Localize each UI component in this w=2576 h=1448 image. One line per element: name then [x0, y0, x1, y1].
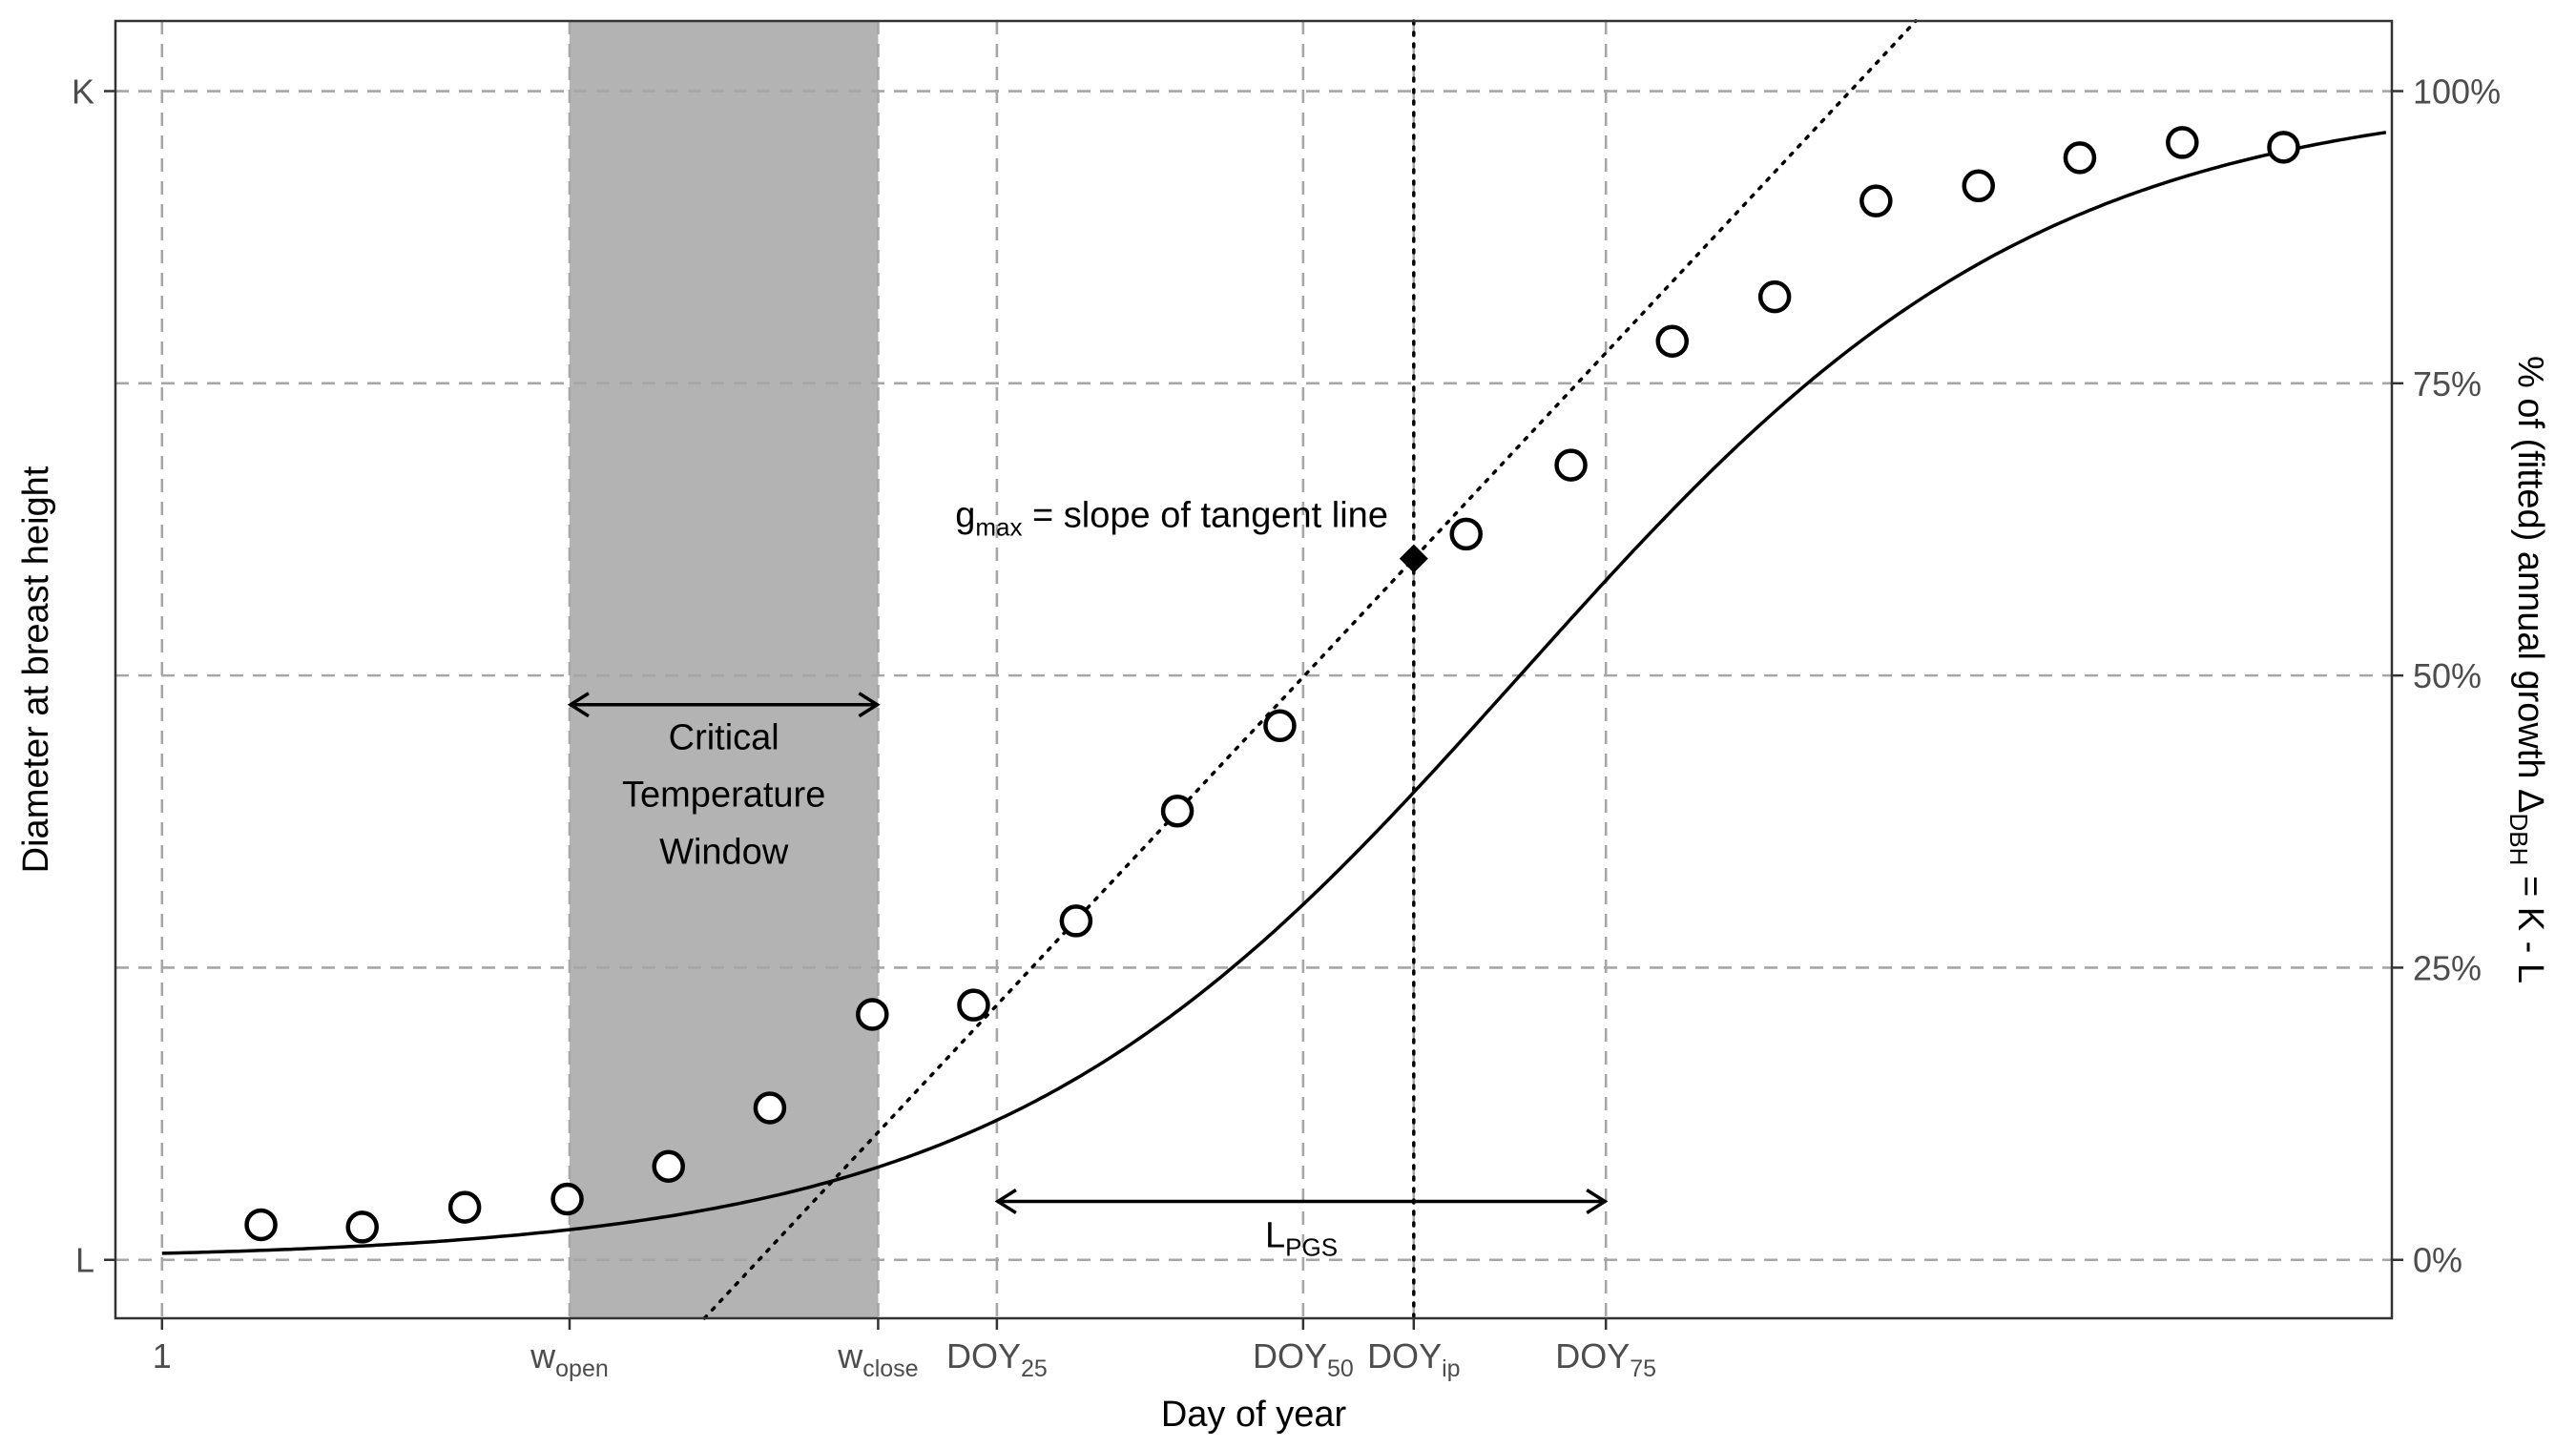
- gmax-annotation: gmax = slope of tangent line: [955, 496, 1388, 542]
- critical-window-label-line: Temperature: [622, 775, 825, 815]
- data-point: [957, 988, 990, 1022]
- x-tick-label-sub: 75: [1630, 1355, 1656, 1382]
- y-right-tick-label: 75%: [2413, 364, 2482, 403]
- critical-window-label-line: Critical: [669, 717, 779, 757]
- data-point: [447, 1190, 482, 1224]
- data-point: [1962, 169, 1995, 203]
- x-tick-label-main: w: [530, 1336, 556, 1376]
- y-axis-title-left: Diameter at breast height: [16, 465, 56, 873]
- axes-layer: 1 wopen wclose DOY25 DOY50 DOYip DOY75LK0%25%5…: [16, 19, 2550, 1435]
- y-right-tick-label: 100%: [2413, 72, 2501, 112]
- x-tick-label-main: DOY: [1253, 1336, 1327, 1376]
- x-tick-label: wopen: [530, 1336, 609, 1382]
- data-point: [1554, 448, 1588, 482]
- y-right-tick-label: 50%: [2413, 656, 2482, 695]
- y-axis-title-right-main: % of (fitted) annual growth Δ: [2510, 356, 2550, 814]
- y-axis-title-right: % of (fitted) annual growth ΔDBH = K - L: [2504, 356, 2550, 983]
- data-point: [1757, 279, 1792, 314]
- critical-window-arrow-head-right: [858, 692, 881, 718]
- data-point: [2267, 131, 2300, 164]
- lines-layer: [161, 19, 2387, 1320]
- lpgs-arrow: [994, 1189, 1609, 1214]
- fitted-curve: [161, 131, 2387, 1255]
- gmax-annotation-text: = slope of tangent line: [1023, 496, 1388, 536]
- data-point: [856, 998, 889, 1031]
- data-point: [244, 1208, 278, 1242]
- data-point: [1859, 184, 1893, 217]
- critical-window-arrow-head-left: [567, 692, 590, 718]
- x-tick-label: DOY75: [1555, 1336, 1656, 1382]
- lpgs-label: LPGS: [1265, 1215, 1338, 1261]
- gmax-annotation-g: g: [955, 496, 975, 536]
- lpgs-arrow-head-right: [1586, 1189, 1609, 1214]
- critical-window-label-line: Window: [659, 832, 789, 872]
- x-tick-label-sub: 25: [1021, 1355, 1048, 1382]
- x-tick-label: DOYip: [1367, 1336, 1460, 1382]
- lpgs-label-main: L: [1265, 1215, 1285, 1255]
- data-point: [345, 1210, 379, 1244]
- y-left-tick-label: K: [72, 72, 94, 112]
- data-point: [2166, 126, 2199, 159]
- critical-window-arrow: [567, 692, 881, 718]
- data-point: [551, 1182, 584, 1216]
- y-left-tick-label: L: [75, 1241, 94, 1280]
- data-point: [2063, 141, 2097, 175]
- x-tick-label-main: 1: [153, 1336, 172, 1376]
- x-tick-label-main: DOY: [946, 1336, 1021, 1376]
- plot-panel-border: [114, 19, 2394, 1320]
- tangent-line: [702, 19, 1918, 1320]
- y-right-tick-label: 0%: [2413, 1241, 2462, 1280]
- data-point: [1160, 795, 1195, 828]
- x-tick-label-main: DOY: [1367, 1336, 1442, 1376]
- x-tick-label-main: DOY: [1555, 1336, 1630, 1376]
- critical-window-band: [569, 21, 879, 1318]
- x-tick-label-main: w: [837, 1336, 863, 1376]
- x-tick-label: DOY50: [1253, 1336, 1354, 1382]
- annotation-layer: Critical Temperature Window LPGS gmax = slop…: [567, 496, 1609, 1261]
- lpgs-label-sub: PGS: [1285, 1232, 1338, 1261]
- y-right-tick-label: 25%: [2413, 948, 2482, 987]
- gmax-annotation-sub: max: [975, 513, 1022, 542]
- y-axis-title-right-sub: DBH: [2504, 814, 2533, 866]
- data-point: [753, 1091, 787, 1125]
- x-tick-label: DOY25: [946, 1336, 1048, 1382]
- data-point: [1655, 324, 1690, 358]
- x-tick-label-sub: 50: [1327, 1355, 1354, 1382]
- x-tick-label: 1: [153, 1336, 172, 1376]
- x-tick-label: wclose: [837, 1336, 918, 1382]
- x-tick-label-sub: close: [862, 1355, 918, 1382]
- lpgs-arrow-head-left: [994, 1189, 1017, 1214]
- inflection-point-marker: [1399, 544, 1428, 573]
- points-layer: [244, 126, 2300, 1244]
- x-tick-label-sub: open: [555, 1355, 609, 1382]
- data-point: [1449, 517, 1483, 551]
- x-tick-label-sub: ip: [1442, 1355, 1460, 1382]
- x-axis-title: Day of year: [1161, 1395, 1347, 1435]
- data-point: [652, 1149, 685, 1183]
- data-point: [1263, 709, 1297, 743]
- critical-window-layer: [569, 21, 879, 1318]
- grid-layer: [115, 21, 2392, 1318]
- y-axis-title-right-tail: = K - L: [2510, 865, 2550, 983]
- data-point: [1059, 904, 1093, 938]
